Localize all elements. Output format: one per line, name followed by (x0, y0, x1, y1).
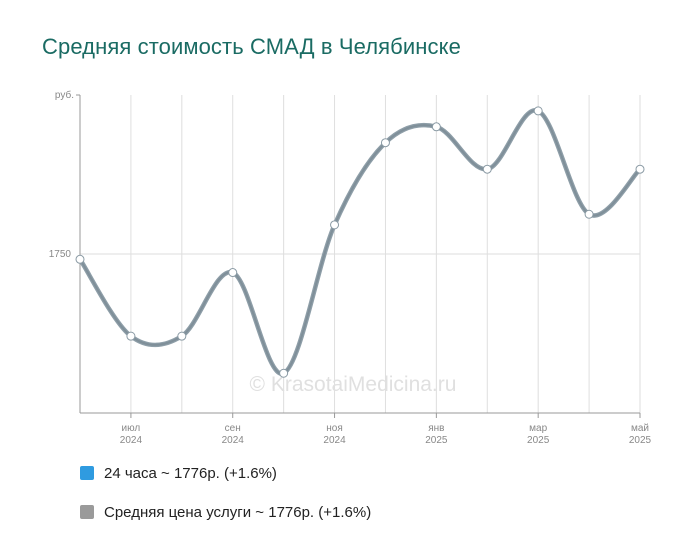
y-tick-label: 1750 (49, 249, 72, 260)
data-point (330, 220, 340, 230)
data-point (177, 331, 187, 341)
data-point (431, 122, 441, 132)
data-point (584, 209, 594, 219)
x-tick-month: мар (529, 423, 547, 434)
data-point (635, 164, 645, 174)
data-point (75, 254, 85, 264)
x-tick-year: 2025 (527, 435, 550, 446)
legend-item-24h[interactable]: 24 часа ~ 1776р. (+1.6%) (80, 463, 371, 483)
x-tick-month: май (631, 423, 649, 434)
data-point (482, 164, 492, 174)
series-layer (77, 108, 643, 376)
x-tick-month: ноя (326, 423, 343, 434)
grid-layer (80, 95, 641, 413)
series-line (79, 109, 641, 375)
legend-swatch-24h (80, 466, 94, 480)
axis-layer: 1750руб.июл2024сен2024ноя2024янв2025мар2… (49, 89, 652, 446)
data-point (279, 368, 289, 378)
x-tick-month: июл (122, 423, 141, 434)
chart-title: Средняя стоимость СМАД в Челябинске (42, 34, 461, 59)
legend-label-average: Средняя цена услуги ~ 1776р. (+1.6%) (104, 503, 372, 521)
legend-swatch-average (80, 505, 94, 519)
data-point (126, 331, 136, 341)
legend-label-24h: 24 часа ~ 1776р. (+1.6%) (104, 464, 277, 482)
watermark: © KrasotaiMedicina.ru (250, 373, 457, 396)
x-tick-month: янв (428, 423, 444, 434)
data-point (533, 106, 543, 116)
data-point (228, 268, 238, 278)
data-point (380, 138, 390, 148)
x-tick-year: 2025 (425, 435, 448, 446)
y-axis-label: руб. (55, 89, 74, 101)
legend: 24 часа ~ 1776р. (+1.6%) Средняя цена ус… (80, 463, 371, 541)
legend-item-average[interactable]: Средняя цена услуги ~ 1776р. (+1.6%) (80, 502, 371, 522)
series-line (77, 108, 643, 376)
point-layer (75, 106, 645, 378)
x-tick-month: сен (225, 423, 241, 434)
x-tick-year: 2024 (222, 435, 245, 446)
x-tick-year: 2024 (120, 435, 143, 446)
x-tick-year: 2024 (323, 435, 346, 446)
x-tick-year: 2025 (629, 435, 652, 446)
